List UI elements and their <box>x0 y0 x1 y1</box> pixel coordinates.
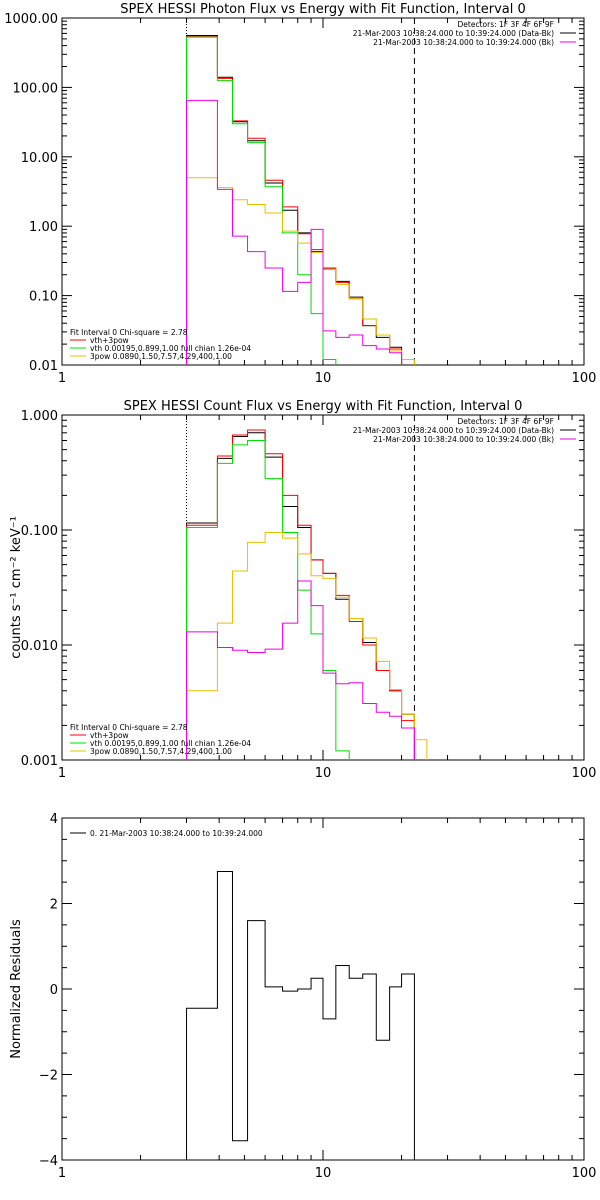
series-line-2 <box>186 36 403 365</box>
panel-1: SPEX HESSI Photon Flux vs Energy with Fi… <box>4 2 596 386</box>
x-tick-label: 1 <box>58 1166 66 1181</box>
y-tick-label: 0 <box>50 983 58 998</box>
x-tick-label: 100 <box>572 766 597 781</box>
series-line-4 <box>186 177 415 365</box>
x-tick-label: 1 <box>58 371 66 386</box>
y-tick-label: 1000.00 <box>4 12 58 27</box>
panel-2: SPEX HESSI Count Flux vs Energy with Fit… <box>9 399 596 781</box>
y-axis-label: counts s⁻¹ cm⁻² keV⁻¹ <box>9 516 24 659</box>
y-tick-label: 100.00 <box>13 81 59 96</box>
y-tick-label: 1.00 <box>29 220 58 235</box>
y-tick-label: 2 <box>50 898 58 913</box>
series-line-4 <box>186 532 428 760</box>
plot-frame <box>61 414 585 761</box>
series-line-2 <box>186 429 415 760</box>
legend-text: Detectors: 1F 3F 4F 6F 9F <box>458 20 554 29</box>
legend-text: 0. 21-Mar-2003 10:38:24.000 to 10:39:24.… <box>90 829 263 838</box>
series-line-5 <box>186 99 403 365</box>
x-tick-label: 10 <box>315 1166 332 1181</box>
series-line-3 <box>186 440 350 760</box>
legend-text: 3pow 0.0890,1.50,7.57,4.29,400,1.00 <box>90 747 232 756</box>
legend-text: Fit Interval 0 Chi-square = 2.78 <box>70 723 188 732</box>
x-tick-label: 100 <box>572 371 597 386</box>
y-axis-label: Normalized Residuals <box>9 919 24 1059</box>
series-line-1 <box>186 34 403 365</box>
legend-text: vth 0.00195,0.899,1.00 full chian 1.26e-… <box>90 739 251 748</box>
series-line-1 <box>186 432 415 760</box>
y-tick-label: −2 <box>39 1069 58 1084</box>
legend-text: 21-Mar-2003 10:38:24.000 to 10:39:24.000… <box>353 29 554 38</box>
y-tick-label: 10.00 <box>21 151 58 166</box>
y-tick-label: 0.001 <box>21 754 58 769</box>
panel-3: Normalized Residuals 1 10 100 −4 −2 0 2 4 0. 21-M… <box>9 812 596 1181</box>
series-line-1 <box>186 870 415 1160</box>
x-tick-label: 100 <box>572 1166 597 1181</box>
chart-title: SPEX HESSI Count Flux vs Energy with Fit… <box>124 399 523 414</box>
legend-text: Fit Interval 0 Chi-square = 2.78 <box>70 328 188 337</box>
legend-text: 21-Mar-2003 10:38:24.000 to 10:39:24.000… <box>373 435 554 444</box>
series-line-5 <box>186 580 415 760</box>
y-tick-label: −4 <box>39 1154 58 1169</box>
y-tick-label: 4 <box>50 812 58 827</box>
series-line-3 <box>186 36 337 365</box>
x-tick-label: 10 <box>315 766 332 781</box>
y-tick-label: 0.01 <box>29 359 58 374</box>
legend-text: 3pow 0.0890,1.50,7.57,4.29,400,1.00 <box>90 352 232 361</box>
legend-text: 21-Mar-2003 10:38:24.000 to 10:39:24.000… <box>353 426 554 435</box>
y-tick-label: 0.010 <box>21 639 58 654</box>
y-tick-label: 0.100 <box>21 524 58 539</box>
legend-text: Detectors: 1F 3F 4F 6F 9F <box>458 417 554 426</box>
legend-text: vth 0.00195,0.899,1.00 full chian 1.26e-… <box>90 344 251 353</box>
chart-title: SPEX HESSI Photon Flux vs Energy with Fi… <box>120 2 526 17</box>
legend-text: 21-Mar-2003 10:38:24.000 to 10:39:24.000… <box>373 38 554 47</box>
legend-text: vth+3pow <box>90 731 129 740</box>
x-tick-label: 10 <box>315 371 332 386</box>
y-tick-label: 0.10 <box>29 290 58 305</box>
y-tick-label: 1.000 <box>21 409 58 424</box>
legend-text: vth+3pow <box>90 336 129 345</box>
x-tick-label: 1 <box>58 766 66 781</box>
